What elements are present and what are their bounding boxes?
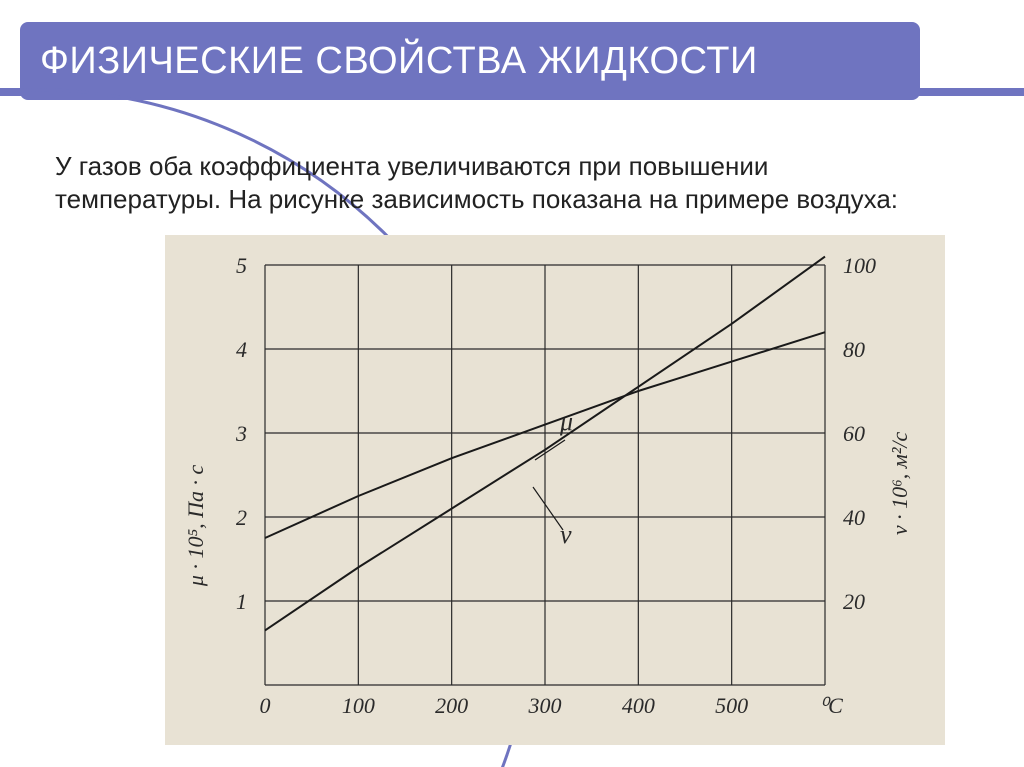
svg-text:400: 400 — [622, 693, 655, 718]
svg-text:1: 1 — [236, 589, 247, 614]
slide: ФИЗИЧЕСКИЕ СВОЙСТВА ЖИДКОСТИ У газов оба… — [0, 0, 1024, 767]
svg-text:40: 40 — [843, 505, 865, 530]
svg-text:20: 20 — [843, 589, 865, 614]
svg-text:ν: ν — [560, 520, 572, 549]
title-pill: ФИЗИЧЕСКИЕ СВОЙСТВА ЖИДКОСТИ — [20, 22, 920, 100]
svg-text:μ · 10⁵, Па · с: μ · 10⁵, Па · с — [183, 464, 208, 587]
svg-text:μ: μ — [559, 407, 573, 436]
chart: 0 100 200 300 400 500 ⁰C 1 2 3 4 5 20 40 60 80 100 μ · 10… — [165, 235, 945, 745]
svg-text:500: 500 — [715, 693, 748, 718]
slide-title: ФИЗИЧЕСКИЕ СВОЙСТВА ЖИДКОСТИ — [40, 40, 758, 83]
svg-text:0: 0 — [260, 693, 271, 718]
svg-text:100: 100 — [843, 253, 876, 278]
svg-text:200: 200 — [435, 693, 468, 718]
svg-text:4: 4 — [236, 337, 247, 362]
svg-text:3: 3 — [235, 421, 247, 446]
svg-text:100: 100 — [342, 693, 375, 718]
chart-svg: 0 100 200 300 400 500 ⁰C 1 2 3 4 5 20 40 60 80 100 μ · 10… — [165, 235, 945, 745]
svg-text:300: 300 — [528, 693, 562, 718]
svg-text:5: 5 — [236, 253, 247, 278]
svg-text:80: 80 — [843, 337, 865, 362]
svg-text:60: 60 — [843, 421, 865, 446]
svg-text:ν · 10⁶, м²/с: ν · 10⁶, м²/с — [887, 431, 912, 535]
svg-text:2: 2 — [236, 505, 247, 530]
svg-text:⁰C: ⁰C — [819, 693, 843, 718]
body-text: У газов оба коэффициента увеличиваются п… — [55, 150, 925, 215]
